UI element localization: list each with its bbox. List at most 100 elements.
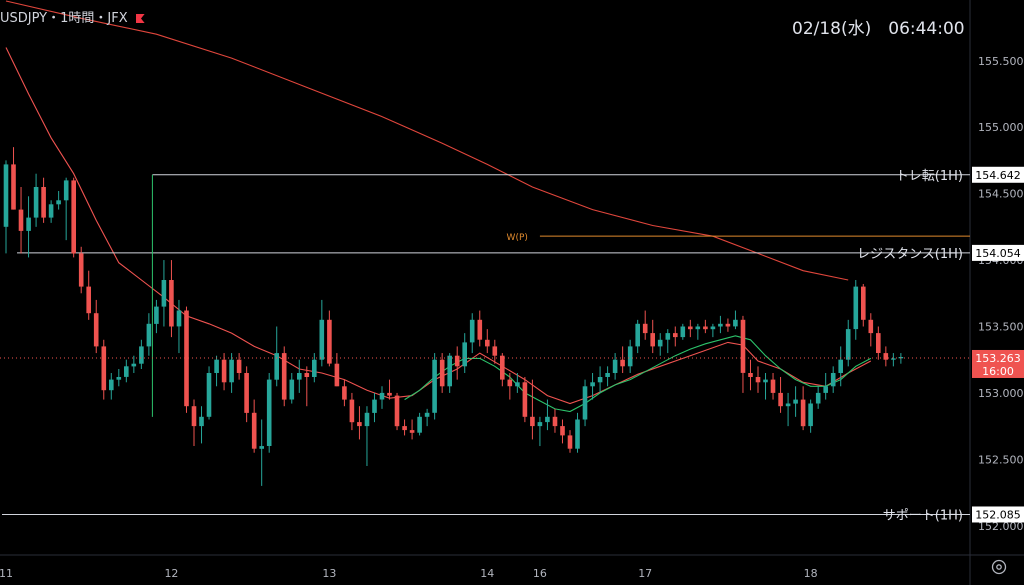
candle-body <box>883 353 889 360</box>
candle-body <box>627 346 633 367</box>
candle-body <box>191 406 197 427</box>
candle-body <box>312 359 317 377</box>
level-price-text-support: 152.085 <box>975 508 1021 521</box>
x-tick-label: 12 <box>164 567 178 580</box>
candle-body <box>552 416 558 427</box>
candle-body <box>785 403 791 407</box>
candle-body <box>718 323 723 327</box>
candle-body <box>891 358 896 360</box>
candle-body <box>327 319 332 364</box>
candle-body <box>492 346 498 356</box>
candle-body <box>748 373 753 377</box>
candle-body <box>778 392 783 407</box>
candle-body <box>432 359 437 413</box>
candle-body <box>71 180 76 254</box>
candle-body <box>710 326 716 330</box>
symbol-label[interactable]: USDJPY・1時間・JFX <box>0 7 145 26</box>
candle-body <box>815 392 821 404</box>
candle-body <box>379 392 385 400</box>
candle-body <box>334 363 340 387</box>
candle-body <box>214 359 219 373</box>
candle-body <box>3 164 9 227</box>
candle-body <box>176 310 182 327</box>
candle-body <box>861 286 866 320</box>
level-label-support: サポート(1H) <box>883 508 963 523</box>
candle-body <box>657 339 663 347</box>
candle-body <box>161 280 167 307</box>
candle-body <box>755 377 761 383</box>
candle-body <box>146 323 152 347</box>
candle-body <box>868 319 874 334</box>
candle-body <box>635 323 640 347</box>
candle-body <box>274 353 279 380</box>
candle-body <box>184 310 189 407</box>
x-tick-label: 11 <box>0 567 13 580</box>
candle-countdown-text: 16:00 <box>982 365 1014 378</box>
candle-body <box>244 373 249 413</box>
candle-body <box>281 353 287 400</box>
candle-body <box>169 280 174 327</box>
candle-body <box>454 355 460 367</box>
candle-body <box>695 326 701 330</box>
candle-body <box>259 446 264 449</box>
y-tick-label: 155.000 <box>978 121 1024 134</box>
candle-body <box>830 373 836 387</box>
candle-body <box>289 379 295 400</box>
current-datetime: 02/18(水) 06:44:00 <box>792 19 965 39</box>
candle-body <box>86 286 91 314</box>
candle-body <box>597 377 603 383</box>
candle-body <box>763 379 768 383</box>
candle-body <box>109 379 114 391</box>
candle-body <box>575 419 580 449</box>
candle-body <box>793 399 798 404</box>
gear-icon[interactable] <box>990 558 1008 576</box>
y-tick-label: 152.500 <box>978 453 1024 466</box>
candle-body <box>469 319 475 343</box>
candle-body <box>319 319 325 360</box>
candle-body <box>838 359 843 373</box>
y-tick-label: 155.500 <box>978 55 1024 68</box>
candle-body <box>417 416 422 433</box>
candle-body <box>642 323 648 334</box>
ma-green-line <box>404 335 872 413</box>
candle-body <box>409 430 415 433</box>
candle-body <box>349 399 355 423</box>
candle-body <box>199 416 204 427</box>
current-price-text: 153.263 <box>975 352 1021 365</box>
candle-body <box>590 382 595 387</box>
x-tick-label: 13 <box>322 567 336 580</box>
candle-body <box>372 399 377 413</box>
y-tick-label: 153.500 <box>978 320 1024 333</box>
level-label-resistance: レジスタンス(1H) <box>857 247 963 262</box>
candle-body <box>101 346 107 391</box>
level-price-tag-support <box>972 506 1024 523</box>
candle-body <box>297 373 302 380</box>
candle-body <box>650 333 655 347</box>
flag-icon[interactable] <box>135 14 145 23</box>
candle-body <box>485 339 490 347</box>
candle-body <box>680 326 686 338</box>
candle-body <box>582 386 588 420</box>
candle-body <box>725 323 731 327</box>
candle-body <box>808 403 813 427</box>
candle-body <box>251 412 257 449</box>
level-label-trend-reversal: トレ転(1H) <box>896 169 963 184</box>
y-tick-label: 153.000 <box>978 387 1024 400</box>
candle-body <box>439 359 445 387</box>
candle-body <box>41 187 46 218</box>
candle-body <box>500 355 505 380</box>
candle-body <box>131 363 137 367</box>
candle-body <box>688 326 693 330</box>
candle-body <box>26 217 31 231</box>
x-tick-label: 16 <box>533 567 547 580</box>
candle-body <box>11 164 16 210</box>
candle-body <box>477 319 483 340</box>
candle-body <box>733 319 738 327</box>
x-tick-label: 17 <box>638 567 652 580</box>
candle-body <box>154 306 159 324</box>
candle-body <box>364 412 370 427</box>
level-price-tag-resistance <box>972 244 1024 261</box>
candle-body <box>665 333 671 340</box>
candle-body <box>800 399 806 427</box>
